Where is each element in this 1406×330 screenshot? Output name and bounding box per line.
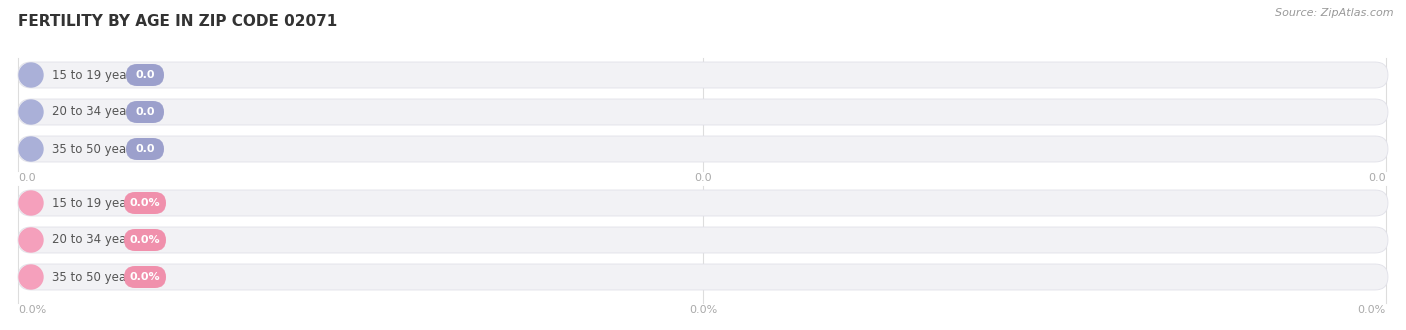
FancyBboxPatch shape	[124, 266, 166, 288]
Text: 0.0%: 0.0%	[18, 305, 46, 315]
Text: 0.0%: 0.0%	[689, 305, 717, 315]
Text: 0.0: 0.0	[135, 144, 155, 154]
FancyBboxPatch shape	[127, 64, 165, 86]
Circle shape	[20, 191, 44, 215]
Text: 0.0: 0.0	[135, 107, 155, 117]
Text: 15 to 19 years: 15 to 19 years	[52, 196, 138, 210]
Circle shape	[20, 137, 44, 161]
Text: 0.0: 0.0	[135, 70, 155, 80]
Text: 0.0%: 0.0%	[129, 272, 160, 282]
Text: Source: ZipAtlas.com: Source: ZipAtlas.com	[1275, 8, 1393, 18]
Text: 35 to 50 years: 35 to 50 years	[52, 143, 138, 155]
FancyBboxPatch shape	[127, 138, 165, 160]
FancyBboxPatch shape	[18, 227, 1388, 253]
Text: 20 to 34 years: 20 to 34 years	[52, 106, 138, 118]
FancyBboxPatch shape	[18, 190, 1388, 216]
Circle shape	[20, 63, 44, 87]
Text: 0.0%: 0.0%	[129, 198, 160, 208]
FancyBboxPatch shape	[18, 99, 1388, 125]
FancyBboxPatch shape	[127, 101, 165, 123]
FancyBboxPatch shape	[18, 136, 1388, 162]
Text: 20 to 34 years: 20 to 34 years	[52, 234, 138, 247]
Text: 0.0: 0.0	[18, 173, 35, 183]
FancyBboxPatch shape	[18, 62, 1388, 88]
Circle shape	[20, 228, 44, 252]
Text: 0.0%: 0.0%	[129, 235, 160, 245]
Text: 0.0: 0.0	[1368, 173, 1386, 183]
FancyBboxPatch shape	[18, 264, 1388, 290]
Text: 0.0: 0.0	[695, 173, 711, 183]
Text: FERTILITY BY AGE IN ZIP CODE 02071: FERTILITY BY AGE IN ZIP CODE 02071	[18, 14, 337, 29]
Text: 0.0%: 0.0%	[1358, 305, 1386, 315]
FancyBboxPatch shape	[124, 192, 166, 214]
FancyBboxPatch shape	[124, 229, 166, 251]
Text: 15 to 19 years: 15 to 19 years	[52, 69, 138, 82]
Text: 35 to 50 years: 35 to 50 years	[52, 271, 138, 283]
Circle shape	[20, 265, 44, 289]
Circle shape	[20, 100, 44, 124]
